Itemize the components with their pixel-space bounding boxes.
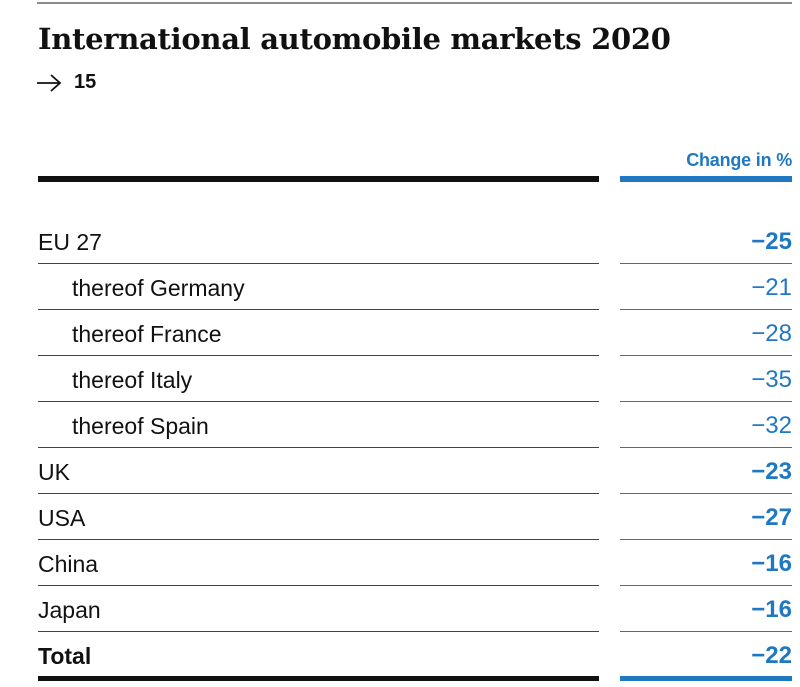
row-label: Japan [38,597,101,623]
row-divider [38,355,599,356]
row-divider-accent [620,401,792,402]
page-title: International automobile markets 2020 [38,22,671,56]
header-bar-left [38,176,599,182]
row-label: EU 27 [38,229,102,255]
row-divider [38,539,599,540]
row-label: thereof Germany [72,275,245,301]
row-divider [38,447,599,448]
table-row: UK −23 [0,448,800,494]
row-value: −28 [751,320,792,347]
reference: 15 [36,71,96,94]
table-row: thereof Germany −21 [0,264,800,310]
row-divider [38,585,599,586]
arrow-right-icon [36,73,62,93]
row-value: −16 [751,596,792,623]
table-row: Total −22 [0,632,800,678]
column-header-change: Change in % [686,150,792,170]
row-divider [38,263,599,264]
row-label: thereof France [72,321,222,347]
row-value: −27 [751,504,792,531]
row-divider-accent [620,447,792,448]
row-label: UK [38,459,70,485]
bottom-bar-left [38,676,599,681]
reference-number: 15 [74,71,97,93]
row-divider [38,631,599,632]
table-row: Japan −16 [0,586,800,632]
row-divider-accent [620,309,792,310]
row-divider-accent [620,585,792,586]
table-row: thereof Italy −35 [0,356,800,402]
row-divider [38,401,599,402]
row-label: thereof Italy [72,367,193,393]
row-value: −21 [751,274,792,301]
row-value: −35 [751,366,792,393]
row-divider [38,493,599,494]
row-divider-accent [620,539,792,540]
row-divider-accent [620,355,792,356]
row-value: −25 [751,228,792,255]
table-row: thereof Spain −32 [0,402,800,448]
row-divider [38,309,599,310]
table-row: China −16 [0,540,800,586]
row-value: −23 [751,458,792,485]
top-rule [37,2,792,4]
row-value: −22 [751,642,792,669]
row-divider-accent [620,493,792,494]
row-divider-accent [620,263,792,264]
row-label: thereof Spain [72,413,209,439]
row-divider-accent [620,631,792,632]
row-label: China [38,551,99,577]
table-row: thereof France −28 [0,310,800,356]
row-value: −32 [751,412,792,439]
header-bar-right [620,176,792,182]
table-row: EU 27 −25 [0,218,800,264]
bottom-bar-right [620,676,792,681]
table-row: USA −27 [0,494,800,540]
row-label: USA [38,505,86,531]
row-label: Total [38,643,92,669]
row-value: −16 [751,550,792,577]
